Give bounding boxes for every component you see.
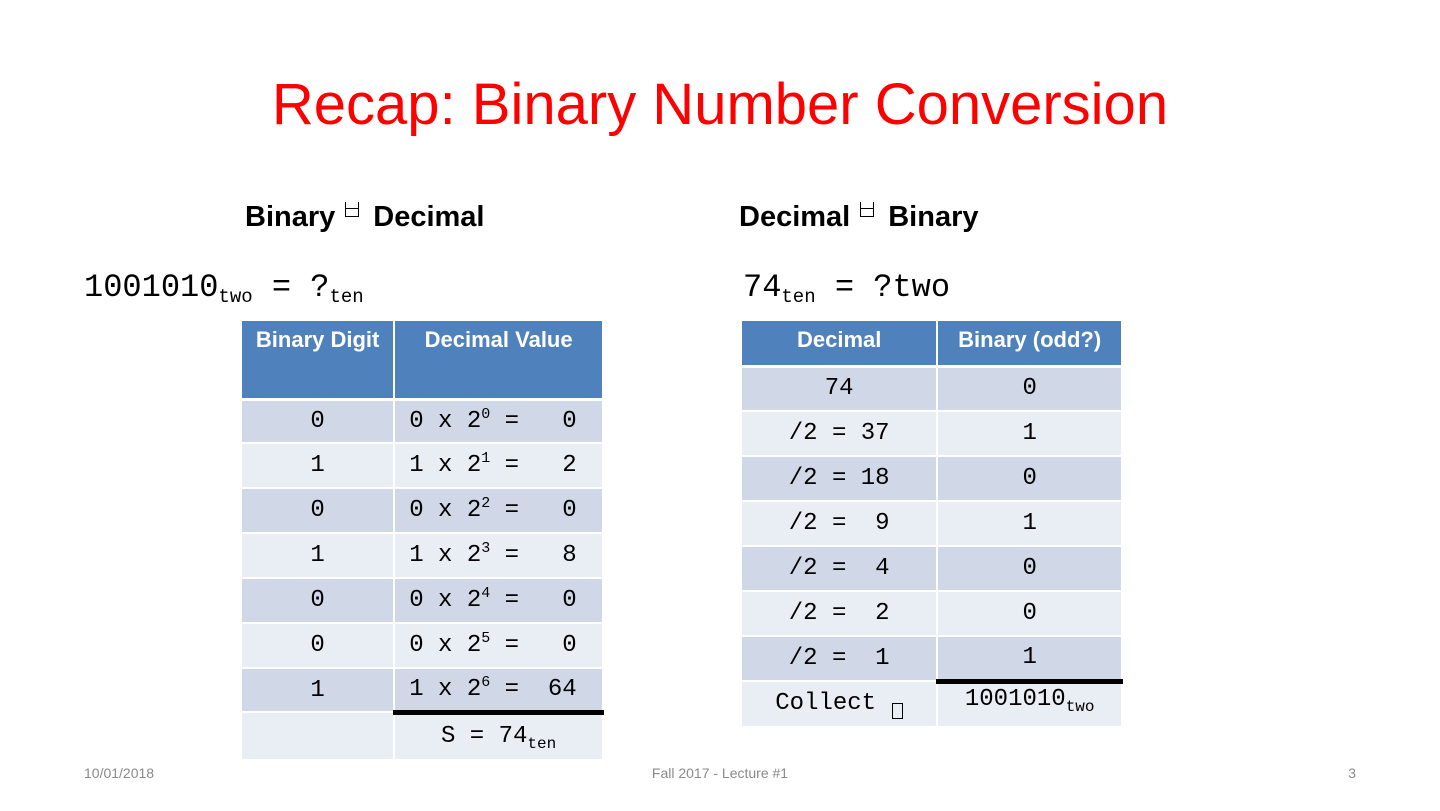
decimal-cell: /2 = 9 [742, 501, 939, 547]
binary-digit-cell: 1 [242, 533, 396, 579]
table-row: /2 = 4 0 [742, 546, 1123, 592]
table-row: /2 = 2 0 [742, 591, 1123, 637]
collect-label: Collect [775, 689, 877, 717]
right-expr-rest: = ?two [815, 269, 951, 306]
table-row: 0 0 x 24 = 0 [242, 578, 604, 624]
table-row: /2 = 18 0 [742, 456, 1123, 502]
left-expr-mid: = ? [252, 269, 330, 306]
result-cell: 1001010two [937, 678, 1123, 728]
decimal-cell: /2 = 37 [742, 411, 939, 457]
decimal-value-cell: 1 x 21 = 2 [394, 443, 604, 489]
sum-cell: S = 74ten [394, 709, 604, 761]
table-row: 0 0 x 22 = 0 [242, 488, 604, 534]
empty-cell [242, 712, 396, 761]
decimal-value-cell: 1 x 23 = 8 [394, 533, 604, 579]
decimal-to-binary-table: Decimal Binary (odd?) 74 0 /2 = 37 1 /2 … [742, 321, 1123, 728]
table-row: /2 = 9 1 [742, 501, 1123, 547]
page-number: 3 [1348, 765, 1356, 781]
binary-bit-cell: 1 [937, 411, 1123, 457]
left-heading-to: Decimal [373, 201, 485, 233]
table-row: /2 = 1 1 [742, 636, 1123, 682]
table-row: 74 0 [742, 366, 1123, 412]
decimal-value-cell: 0 x 25 = 0 [394, 623, 604, 669]
binary-bit-cell: 1 [937, 501, 1123, 547]
arrow-placeholder-icon [892, 702, 904, 719]
right-heading-to: Binary [888, 201, 979, 233]
decimal-cell: /2 = 4 [742, 546, 939, 592]
binary-bit-cell: 0 [937, 546, 1123, 592]
table-row: 1 1 x 21 = 2 [242, 443, 604, 489]
decimal-value-cell: 1 x 26 = 64 [394, 668, 604, 713]
table-row: /2 = 37 1 [742, 411, 1123, 457]
header-decimal-value: Decimal Value [394, 321, 604, 401]
binary-bit-cell: 0 [937, 591, 1123, 637]
header-binary-digit: Binary Digit [242, 321, 396, 401]
binary-digit-cell: 0 [242, 623, 396, 669]
footer-course: Fall 2017 - Lecture #1 [651, 765, 789, 781]
table-header-row: Binary Digit Decimal Value [242, 321, 604, 401]
left-expr-number: 1001010 [84, 269, 219, 306]
decimal-value-cell: 0 x 22 = 0 [394, 488, 604, 534]
footer-date: 10/01/2018 [84, 765, 155, 781]
decimal-cell: /2 = 1 [742, 636, 939, 682]
decimal-value-cell: 0 x 24 = 0 [394, 578, 604, 624]
arrow-placeholder-icon [345, 202, 360, 217]
binary-digit-cell: 0 [242, 399, 396, 444]
table-row: 0 0 x 25 = 0 [242, 623, 604, 669]
table-row: 1 1 x 26 = 64 [242, 668, 604, 713]
binary-bit-cell: 0 [937, 456, 1123, 502]
binary-digit-cell: 1 [242, 443, 396, 489]
binary-digit-cell: 1 [242, 668, 396, 713]
table-header-row: Decimal Binary (odd?) [742, 321, 1123, 368]
collect-cell: Collect [742, 681, 939, 728]
binary-digit-cell: 0 [242, 488, 396, 534]
decimal-cell: 74 [742, 366, 939, 412]
binary-bit-cell: 0 [937, 366, 1123, 412]
left-expr-sub2: ten [329, 286, 364, 308]
decimal-value-cell: 0 x 20 = 0 [394, 399, 604, 444]
left-heading-from: Binary [245, 201, 336, 233]
sum-row: S = 74ten [242, 709, 604, 761]
right-expr-sub1: ten [781, 286, 816, 308]
binary-bit-cell: 1 [937, 636, 1123, 682]
table-row: 1 1 x 23 = 8 [242, 533, 604, 579]
right-heading: Decimal Binary [739, 200, 979, 234]
slide-title: Recap: Binary Number Conversion [271, 72, 1169, 137]
header-decimal: Decimal [742, 321, 939, 368]
left-heading: Binary Decimal [245, 200, 485, 234]
right-expression: 74ten = ?two [743, 269, 951, 308]
table-row: 0 0 x 20 = 0 [242, 399, 604, 444]
arrow-placeholder-icon [860, 202, 875, 217]
collect-row: Collect 1001010two [742, 678, 1123, 728]
left-expression: 1001010two = ?ten [84, 269, 364, 308]
binary-to-decimal-table: Binary Digit Decimal Value 0 0 x 20 = 0 … [242, 321, 604, 761]
decimal-cell: /2 = 2 [742, 591, 939, 637]
left-expr-sub1: two [218, 286, 253, 308]
decimal-cell: /2 = 18 [742, 456, 939, 502]
right-heading-from: Decimal [739, 201, 851, 233]
binary-digit-cell: 0 [242, 578, 396, 624]
header-binary-odd: Binary (odd?) [937, 321, 1123, 368]
right-expr-number: 74 [743, 269, 782, 306]
